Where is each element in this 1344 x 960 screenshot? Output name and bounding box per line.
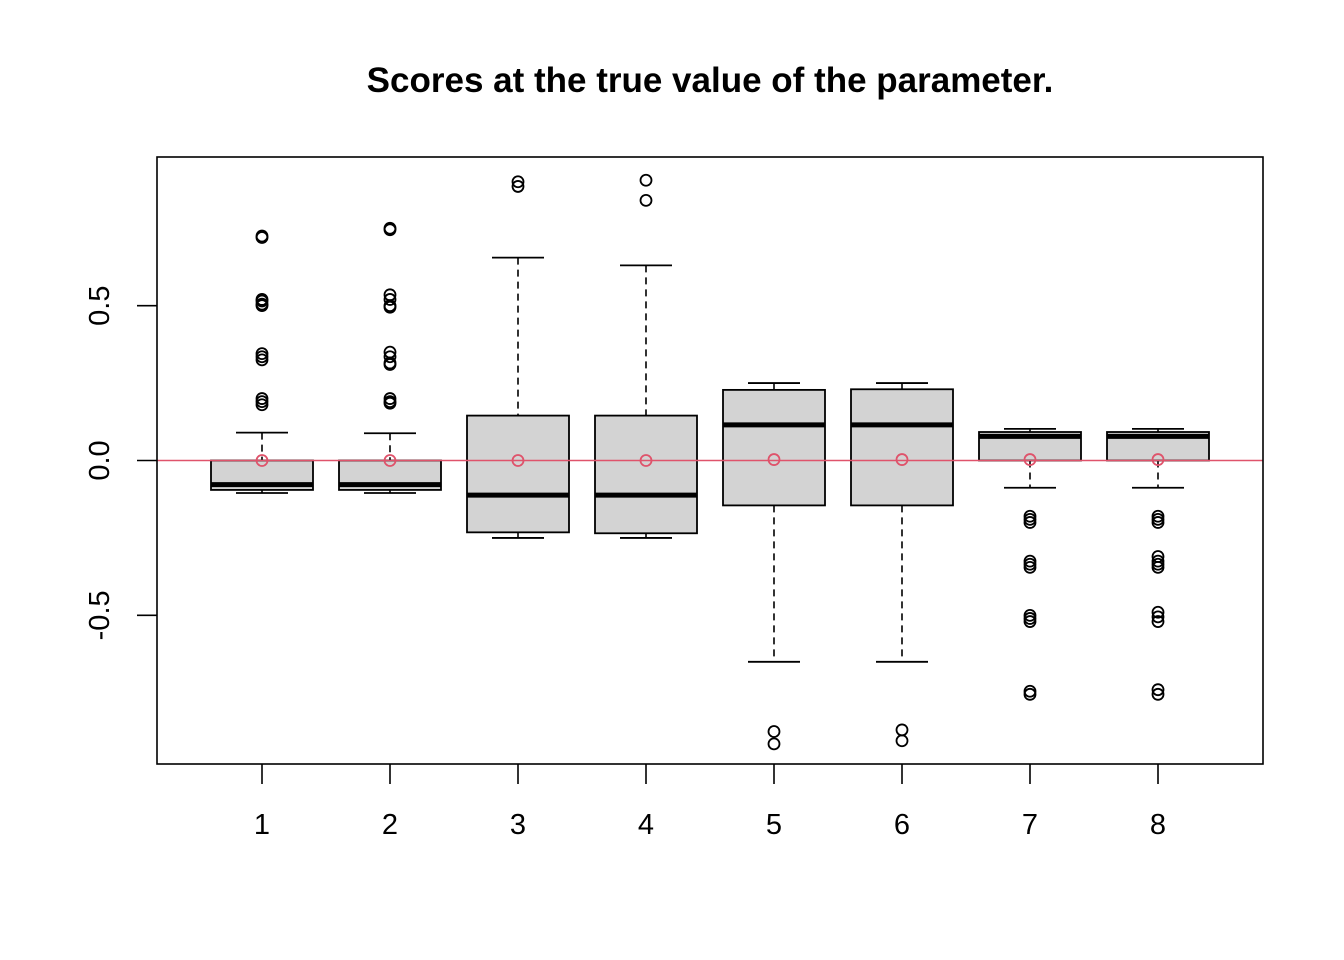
outlier-point: [511, 180, 525, 193]
outlier-point: [383, 223, 397, 237]
box-group: [978, 428, 1082, 701]
outlier-point: [255, 398, 269, 412]
x-tick-label: 6: [894, 809, 910, 841]
outlier-point: [1151, 605, 1165, 619]
outlier-point: [767, 725, 781, 738]
x-tick-label: 5: [766, 809, 782, 841]
outlier-point: [895, 723, 909, 737]
outlier-point: [255, 299, 269, 313]
box-group: [1106, 428, 1210, 701]
x-tick-label: 3: [510, 809, 526, 841]
outlier-point: [1023, 615, 1037, 628]
y-tick-label: 0.0: [84, 440, 116, 480]
box-group: [594, 173, 698, 539]
box: [850, 388, 954, 507]
y-tick-label: -0.5: [84, 590, 116, 640]
mean-marker: [255, 454, 269, 467]
y-axis: -0.5 0.0 0.5: [84, 285, 157, 640]
box-group: [338, 221, 442, 494]
box-group: [850, 382, 954, 748]
outlier-point: [1151, 683, 1165, 697]
outlier-point: [639, 173, 653, 187]
outlier-point: [255, 229, 269, 243]
box: [594, 414, 698, 535]
box-group: [210, 229, 314, 494]
outlier-point: [1151, 610, 1165, 624]
box-group: [722, 382, 826, 751]
mean-marker: [639, 454, 653, 467]
box-group: [466, 175, 570, 539]
x-axis: 1 2 3 4 5 6 7 8: [254, 764, 1166, 841]
chart-title: Scores at the true value of the paramete…: [367, 61, 1054, 100]
outlier-point: [639, 193, 653, 207]
outlier-point: [383, 300, 397, 314]
outlier-point: [1023, 687, 1037, 701]
outlier-point: [1151, 516, 1165, 529]
outlier-point: [383, 350, 397, 364]
mean-marker: [767, 453, 781, 466]
y-tick-label: 0.5: [84, 285, 116, 325]
box: [466, 414, 570, 534]
x-tick-label: 7: [1022, 809, 1038, 841]
outlier-point: [1151, 687, 1165, 701]
outlier-point: [1151, 560, 1165, 574]
mean-marker: [1151, 453, 1165, 466]
x-tick-label: 4: [638, 809, 654, 841]
outlier-point: [767, 737, 781, 751]
outlier-point: [1023, 516, 1037, 529]
outlier-point: [1151, 615, 1165, 628]
x-tick-label: 8: [1150, 809, 1166, 841]
plot-area: [157, 173, 1263, 751]
mean-marker: [383, 454, 397, 467]
outlier-point: [511, 175, 525, 189]
mean-marker: [895, 453, 909, 466]
outlier-point: [895, 734, 909, 748]
outlier-point: [383, 358, 397, 371]
outlier-point: [1023, 560, 1037, 574]
x-tick-label: 2: [382, 809, 398, 841]
mean-marker: [511, 454, 525, 467]
x-tick-label: 1: [254, 809, 270, 841]
mean-marker: [1023, 453, 1037, 466]
box: [722, 388, 826, 507]
outlier-point: [255, 353, 269, 367]
outlier-point: [383, 293, 397, 306]
outlier-point: [383, 396, 397, 410]
